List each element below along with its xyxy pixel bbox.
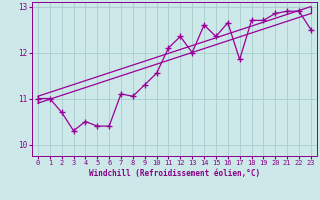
X-axis label: Windchill (Refroidissement éolien,°C): Windchill (Refroidissement éolien,°C) (89, 169, 260, 178)
